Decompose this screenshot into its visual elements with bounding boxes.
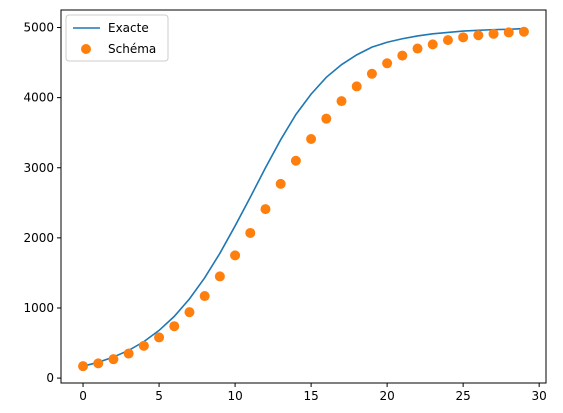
x-tick-label-20: 20 — [379, 389, 394, 403]
y-tick-label-4000: 4000 — [23, 91, 54, 105]
data-point-sch-ma — [397, 50, 408, 61]
series-line-exacte — [82, 27, 524, 367]
y-tick-label-5000: 5000 — [23, 21, 54, 35]
x-tick-label-15: 15 — [303, 389, 318, 403]
data-point-sch-ma — [123, 348, 134, 359]
data-point-sch-ma — [503, 27, 514, 38]
y-tick-label-1000: 1000 — [23, 301, 54, 315]
data-point-sch-ma — [442, 35, 453, 46]
data-point-sch-ma — [321, 113, 332, 124]
legend-label-exacte: Exacte — [108, 21, 149, 35]
x-tick-label-0: 0 — [79, 389, 87, 403]
data-point-sch-ma — [108, 354, 119, 365]
data-point-sch-ma — [169, 321, 180, 332]
y-tick-label-2000: 2000 — [23, 231, 54, 245]
data-point-sch-ma — [412, 43, 423, 54]
data-point-sch-ma — [336, 96, 347, 107]
plot-frame — [60, 9, 547, 384]
data-point-sch-ma — [290, 155, 301, 166]
data-point-sch-ma — [518, 26, 529, 37]
x-tick-label-5: 5 — [155, 389, 163, 403]
x-tick-label-10: 10 — [227, 389, 242, 403]
legend: Exacte Schéma — [65, 14, 169, 62]
data-point-sch-ma — [488, 28, 499, 39]
data-point-sch-ma — [458, 32, 469, 43]
data-point-sch-ma — [93, 358, 104, 369]
data-point-sch-ma — [366, 68, 377, 79]
data-point-sch-ma — [427, 39, 438, 50]
y-tick-label-3000: 3000 — [23, 161, 54, 175]
legend-label-schema: Schéma — [108, 42, 156, 56]
axis-ticks: 0 5 10 15 20 25 30 0 1000 2000 3000 4000 5000 — [23, 21, 546, 403]
data-point-sch-ma — [473, 30, 484, 41]
data-point-sch-ma — [199, 291, 210, 302]
legend-marker-swatch — [81, 44, 91, 54]
data-point-sch-ma — [351, 81, 362, 92]
x-tick-label-25: 25 — [455, 389, 470, 403]
data-point-sch-ma — [184, 307, 195, 318]
data-point-sch-ma — [138, 340, 149, 351]
data-point-sch-ma — [214, 271, 225, 282]
data-point-sch-ma — [306, 134, 317, 145]
data-point-sch-ma — [230, 250, 241, 261]
data-point-sch-ma — [245, 227, 256, 238]
data-point-sch-ma — [260, 204, 271, 215]
y-tick-label-0: 0 — [46, 371, 54, 385]
legend-box — [65, 14, 169, 62]
data-point-sch-ma — [275, 178, 286, 189]
data-point-sch-ma — [154, 332, 165, 343]
x-tick-label-30: 30 — [532, 389, 547, 403]
data-point-sch-ma — [382, 58, 393, 69]
series-layer — [78, 26, 529, 372]
data-point-sch-ma — [78, 361, 89, 372]
